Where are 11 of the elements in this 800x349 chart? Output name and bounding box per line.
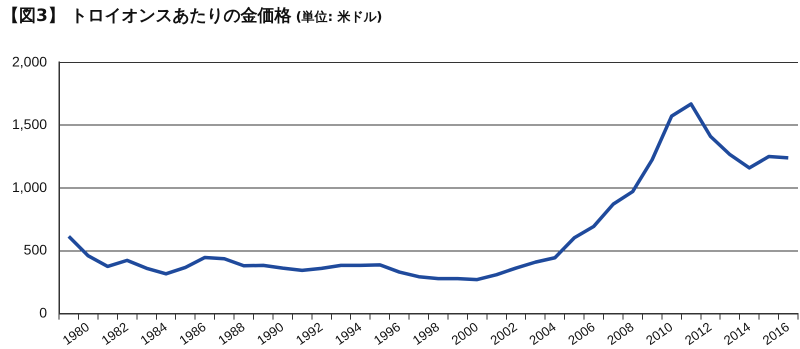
y-tick-label: 2,000 xyxy=(12,53,48,70)
x-tick-label: 1980 xyxy=(60,319,92,348)
x-tick-label: 2010 xyxy=(643,319,676,348)
x-tick-label: 1990 xyxy=(254,319,286,348)
y-tick-label: 1,000 xyxy=(12,178,48,195)
x-tick-label: 2000 xyxy=(448,319,481,348)
chart-title: 【図3】 トロイオンスあたりの金価格 xyxy=(2,6,292,26)
y-tick-label: 1,500 xyxy=(12,116,48,132)
y-tick-label: 500 xyxy=(24,242,48,258)
chart-subtitle: (単位: 米ドル) xyxy=(296,10,382,25)
y-tick-label: 0 xyxy=(39,304,48,320)
